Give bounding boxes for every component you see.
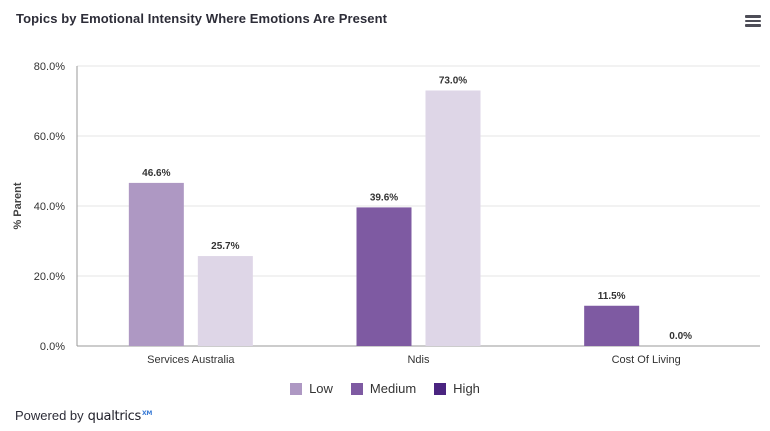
bar <box>356 207 412 346</box>
legend: Low Medium High <box>0 381 770 396</box>
hamburger-menu-icon[interactable] <box>745 14 761 27</box>
data-label: 11.5% <box>598 291 626 302</box>
legend-swatch-medium <box>350 382 363 395</box>
y-axis-title: % Parent <box>12 182 24 229</box>
data-label: 25.7% <box>211 241 239 252</box>
y-tick-label: 60.0% <box>34 131 65 143</box>
legend-label-low: Low <box>309 381 333 396</box>
qualtrics-logo: qualtricsXM <box>87 409 153 424</box>
y-tick-label: 20.0% <box>34 271 65 283</box>
data-label: 0.0% <box>669 331 692 342</box>
bar <box>128 182 184 346</box>
chart-title: Topics by Emotional Intensity Where Emot… <box>16 11 388 26</box>
brand-suffix: XM <box>142 409 152 417</box>
bar <box>584 305 640 346</box>
brand-name: qualtrics <box>87 409 142 424</box>
data-label: 39.6% <box>370 192 398 203</box>
x-tick-label: Services Australia <box>147 354 235 366</box>
y-tick-label: 40.0% <box>34 201 65 213</box>
menu-line <box>745 24 761 27</box>
x-tick-label: Cost Of Living <box>612 354 681 366</box>
legend-item-low[interactable]: Low <box>290 381 333 396</box>
legend-item-high[interactable]: High <box>434 381 480 396</box>
data-label: 73.0% <box>439 76 467 87</box>
legend-swatch-low <box>290 382 303 395</box>
powered-by-label: Powered by <box>15 408 84 423</box>
y-tick-label: 0.0% <box>40 341 65 353</box>
x-tick-label: Ndis <box>407 354 430 366</box>
legend-label-medium: Medium <box>369 381 417 396</box>
bar <box>425 90 481 346</box>
data-label: 46.6% <box>142 168 170 179</box>
bar <box>197 256 253 346</box>
menu-line <box>745 19 761 22</box>
legend-label-high: High <box>453 381 480 396</box>
powered-by[interactable]: Powered by qualtricsXM <box>15 408 152 424</box>
legend-swatch-high <box>434 382 447 395</box>
menu-line <box>745 15 761 18</box>
legend-item-medium[interactable]: Medium <box>350 381 417 396</box>
y-tick-label: 80.0% <box>34 61 65 73</box>
